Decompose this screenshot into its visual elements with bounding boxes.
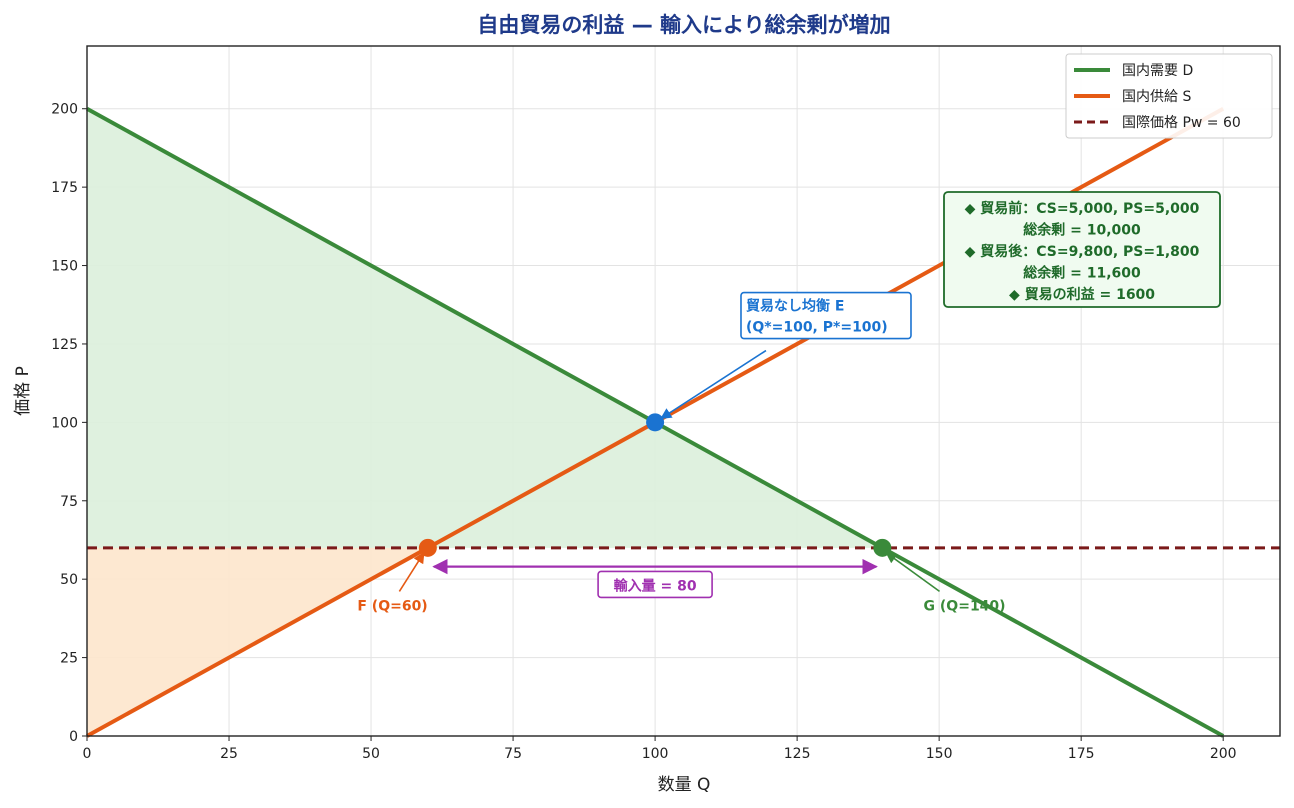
legend: 国内需要 D 国内供給 S 国際価格 Pw = 60 <box>1065 53 1273 139</box>
x-tick-label: 0 <box>83 746 92 762</box>
y-tick-label: 150 <box>51 259 78 275</box>
point-g-arrow <box>885 552 941 593</box>
y-tick-label: 125 <box>51 337 78 353</box>
legend-entry: 国内需要 D <box>1122 63 1193 79</box>
x-tick-label: 150 <box>926 746 953 762</box>
x-tick-label: 50 <box>362 746 380 762</box>
y-tick-label: 100 <box>51 415 78 431</box>
legend-entry: 国内供給 S <box>1122 89 1191 105</box>
y-tick-label: 175 <box>51 180 78 196</box>
equilibrium-label-box <box>740 291 912 340</box>
point-e-marker <box>646 413 665 432</box>
summary-line: 総余剰 = 10,000 <box>1023 222 1141 239</box>
imports-label: 輸入量 = 80 <box>614 577 697 594</box>
plot-frame <box>86 45 1281 737</box>
point-g-marker <box>873 538 892 557</box>
y-axis-label: 価格 P <box>13 366 33 416</box>
summary-line: ◆ 貿易前：CS=5,000, PS=5,000 <box>965 200 1200 217</box>
x-tick-label: 200 <box>1210 746 1237 762</box>
y-tick-label: 50 <box>60 572 78 588</box>
x-tick-label: 125 <box>784 746 811 762</box>
point-f-arrow <box>398 551 425 592</box>
y-tick-label: 0 <box>69 729 78 745</box>
point-g-label: G (Q=140) <box>924 598 1006 614</box>
y-tick-label: 75 <box>60 494 78 510</box>
summary-box <box>943 191 1221 308</box>
imports-label-box <box>597 570 713 599</box>
x-tick-label: 25 <box>220 746 238 762</box>
x-tick-label: 175 <box>1068 746 1095 762</box>
x-axis-label: 数量 Q <box>658 775 711 795</box>
point-f-label: F (Q=60) <box>357 598 427 614</box>
equilibrium-arrow <box>660 349 767 420</box>
legend-entry: 国際価格 Pw = 60 <box>1122 115 1241 131</box>
point-f-marker <box>418 538 437 557</box>
x-tick-label: 100 <box>642 746 669 762</box>
summary-line: 総余剰 = 11,600 <box>1023 265 1141 282</box>
legend-box <box>1065 53 1273 139</box>
summary-line: ◆ 貿易の利益 = 1600 <box>1009 286 1155 303</box>
summary-line: ◆ 貿易後：CS=9,800, PS=1,800 <box>965 243 1200 260</box>
x-tick-label: 75 <box>504 746 522 762</box>
y-tick-label: 25 <box>60 651 78 667</box>
chart-title: 自由貿易の利益 — 輸入により総余剰が増加 <box>477 13 890 37</box>
y-tick-label: 200 <box>51 102 78 118</box>
equilibrium-label-text: (Q*=100, P*=100) <box>746 320 888 336</box>
plot-area: 0 25 50 75 100 125 150 175 200 0 25 50 75 100 125 150 17… <box>51 45 1281 762</box>
equilibrium-label-text: 貿易なし均衡 E <box>746 298 844 315</box>
